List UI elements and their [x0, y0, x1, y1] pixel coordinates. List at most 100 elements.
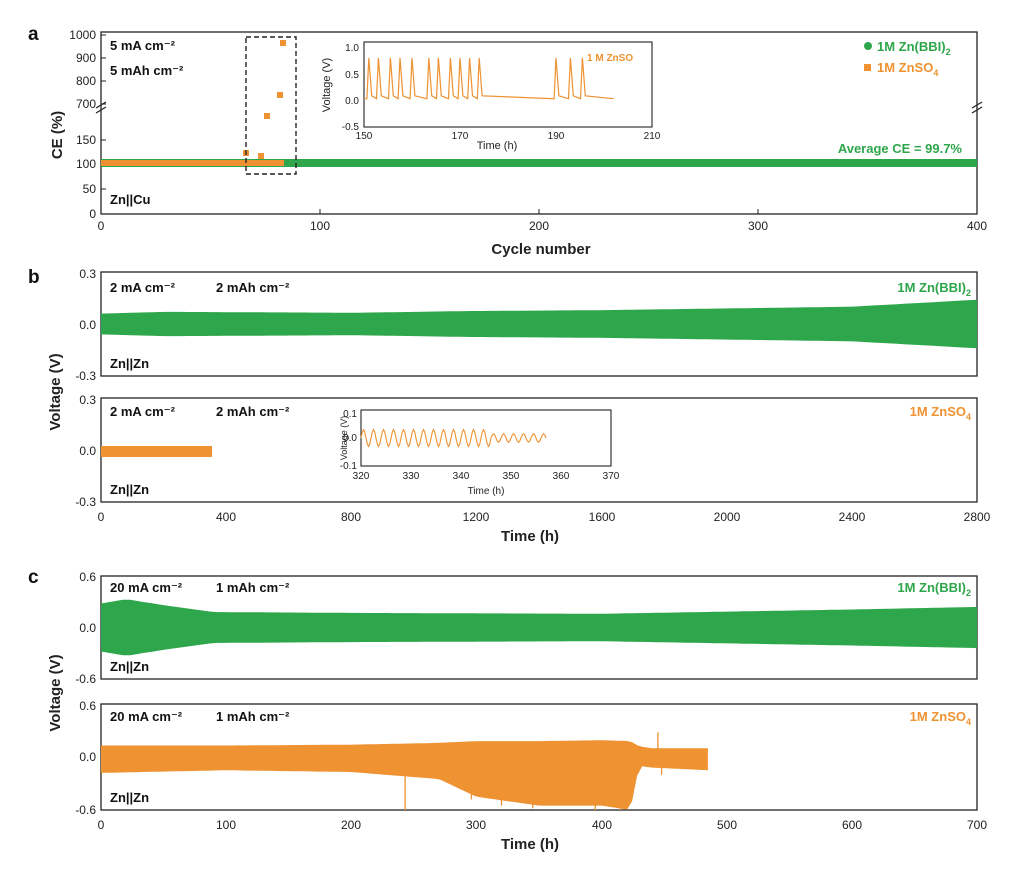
legend-marker-green — [864, 42, 872, 50]
y-tick-label: 0.0 — [79, 621, 96, 635]
x-tick-label: 600 — [842, 818, 862, 832]
panel-a-inset: Voltage (V) Time (h) 1.0 0.5 0.0 -0.5 15… — [321, 41, 661, 152]
legend-label-green: 1M Zn(BBI)2 — [877, 39, 951, 57]
panel-b-letter: b — [28, 267, 40, 288]
y-tick-label: 0.3 — [79, 393, 96, 407]
panel-b-inset: Voltage (V) 0.1 0.0 -0.1 320 330 340 350… — [339, 409, 620, 497]
x-tick-label: 0 — [98, 818, 105, 832]
panel-c-bottom-legend: 1M ZnSO4 — [910, 709, 971, 727]
inset-x-tick: 340 — [453, 471, 470, 482]
x-tick-label: 100 — [216, 818, 236, 832]
y-tick-label: 100 — [76, 157, 96, 171]
x-tick-label: 700 — [967, 818, 987, 832]
panel-b-bottom-condition-capacity: 2 mAh cm⁻² — [216, 404, 290, 419]
panel-a-xlabel: Cycle number — [491, 241, 590, 258]
x-tick-label: 800 — [341, 510, 361, 524]
panel-a-yticks-upper: 1000 900 800 700 — [69, 28, 106, 111]
legend-marker-orange — [864, 64, 871, 71]
series-orange-ce-band — [101, 160, 284, 166]
panel-b-top-legend: 1M Zn(BBI)2 — [897, 280, 971, 298]
panel-a-letter: a — [28, 24, 39, 45]
series-orange-voltage-band — [101, 446, 212, 457]
y-tick-label: 150 — [76, 133, 96, 147]
y-tick-label: 0.0 — [79, 750, 96, 764]
data-point — [264, 113, 270, 119]
x-tick-label: 500 — [717, 818, 737, 832]
x-tick-label: 1200 — [463, 510, 490, 524]
inset-ylabel: Voltage (V) — [321, 58, 333, 112]
y-tick-label: -0.6 — [75, 672, 96, 686]
panel-c-ylabel: Voltage (V) — [47, 654, 64, 731]
inset-x-tick: 330 — [403, 471, 420, 482]
x-tick-label: 200 — [529, 219, 549, 233]
inset-x-tick: 210 — [644, 131, 661, 142]
panel-b-top-condition-capacity: 2 mAh cm⁻² — [216, 280, 290, 295]
inset-x-tick: 170 — [452, 131, 469, 142]
x-tick-label: 300 — [466, 818, 486, 832]
panel-c-top-legend: 1M Zn(BBI)2 — [897, 580, 971, 598]
panel-a-condition-capacity: 5 mAh cm⁻² — [110, 63, 184, 78]
inset-series-label: 1 M ZnSO — [587, 53, 633, 64]
panel-a: a CE (%) Cycle number 1000 900 800 700 1… — [28, 24, 987, 258]
inset-voltage-trace — [364, 57, 614, 100]
average-ce-label: Average CE = 99.7% — [838, 141, 963, 156]
panel-b-bottom-legend: 1M ZnSO4 — [910, 404, 971, 422]
panel-a-condition-current: 5 mA cm⁻² — [110, 38, 176, 53]
inset-y-tick: 0.0 — [343, 433, 357, 444]
x-tick-label: 2400 — [839, 510, 866, 524]
panel-c-top-condition-current: 20 mA cm⁻² — [110, 580, 183, 595]
x-tick-label: 2800 — [964, 510, 991, 524]
panel-c-bottom-condition-capacity: 1 mAh cm⁻² — [216, 709, 290, 724]
y-tick-label: 50 — [83, 182, 97, 196]
y-tick-label: 0.3 — [79, 267, 96, 281]
series-green-ce-band — [101, 159, 977, 167]
panel-c-xticks: 0 100 200 300 400 500 600 700 — [98, 818, 988, 832]
x-tick-label: 300 — [748, 219, 768, 233]
data-point — [277, 92, 283, 98]
y-tick-label: 900 — [76, 51, 96, 65]
inset-x-tick: 150 — [356, 131, 373, 142]
x-tick-label: 400 — [592, 818, 612, 832]
x-tick-label: 0 — [98, 510, 105, 524]
inset-x-tick: 360 — [553, 471, 570, 482]
inset-xlabel: Time (h) — [468, 486, 505, 497]
panel-a-xticks: 0 100 200 300 400 — [98, 209, 987, 233]
panel-b-xticks: 0 400 800 1200 1600 2000 2400 2800 — [98, 510, 991, 524]
inset-xlabel: Time (h) — [477, 140, 518, 152]
panel-b: b Voltage (V) 0.3 0.0 -0.3 2 mA cm⁻² 2 m… — [28, 267, 991, 545]
y-tick-label: 0 — [89, 207, 96, 221]
y-tick-label: 1000 — [69, 28, 96, 42]
panel-a-legend: 1M Zn(BBI)2 1M ZnSO4 — [864, 39, 951, 78]
y-tick-label: -0.3 — [75, 369, 96, 383]
series-orange-voltage-spikes — [404, 732, 663, 810]
x-tick-label: 1600 — [589, 510, 616, 524]
inset-y-tick: 0.1 — [343, 409, 357, 420]
inset-ylabel: Voltage (V) — [339, 416, 349, 461]
y-tick-label: 0.0 — [79, 444, 96, 458]
x-tick-label: 200 — [341, 818, 361, 832]
panel-b-ylabel: Voltage (V) — [47, 353, 64, 430]
panel-a-cell-label: Zn||Cu — [110, 192, 151, 207]
inset-x-tick: 370 — [603, 471, 620, 482]
x-tick-label: 100 — [310, 219, 330, 233]
panel-c-top-cell-label: Zn||Zn — [110, 659, 149, 674]
inset-voltage-trace — [360, 428, 547, 448]
panel-a-yticks-lower: 150 100 50 0 — [76, 133, 106, 221]
y-tick-label: -0.6 — [75, 803, 96, 817]
legend-label-orange: 1M ZnSO4 — [877, 60, 938, 78]
highlight-dashed-box — [245, 36, 297, 175]
panel-c-xlabel: Time (h) — [501, 836, 559, 853]
x-tick-label: 2000 — [714, 510, 741, 524]
y-tick-label: 0.6 — [79, 699, 96, 713]
panel-c-bottom-cell-label: Zn||Zn — [110, 790, 149, 805]
axis-break-marks — [95, 101, 983, 114]
data-point — [280, 40, 286, 46]
inset-x-tick: 190 — [548, 131, 565, 142]
y-tick-label: 700 — [76, 97, 96, 111]
series-orange-ce-points — [243, 40, 286, 159]
panel-c-letter: c — [28, 567, 39, 588]
x-tick-label: 0 — [98, 219, 105, 233]
data-point — [258, 153, 264, 159]
panel-b-xlabel: Time (h) — [501, 528, 559, 545]
